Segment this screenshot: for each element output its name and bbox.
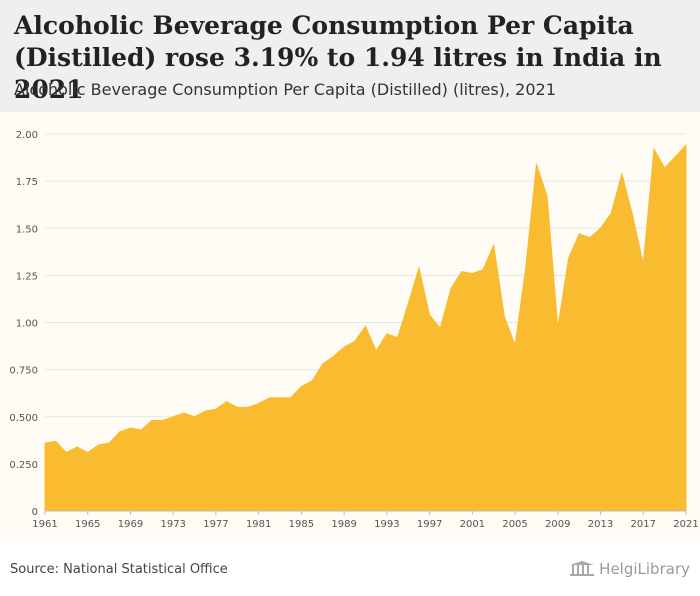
axis-layer: 0 0.250 0.500 0.750 1.00 1.25 1.50 1.75 2.00 1961… [9,130,698,530]
data-point [375,350,377,352]
data-point [664,167,666,169]
x-tick-label: 2009 [545,519,570,530]
area-chart: 0 0.250 0.500 0.750 1.00 1.25 1.50 1.75 2.00 1961… [9,130,698,530]
x-tick-label: 2017 [631,519,656,530]
data-point [290,397,292,399]
data-point [642,263,644,265]
data-point [268,397,270,399]
data-point [97,444,99,446]
data-point [76,446,78,448]
y-tick-label: 0.750 [9,366,38,377]
data-point [332,355,334,357]
data-point [632,214,634,216]
data-point [215,408,217,410]
data-point [300,386,302,388]
data-point [685,144,687,146]
x-tick-label: 1985 [289,519,314,530]
data-point [589,237,591,239]
data-point [493,244,495,246]
library-columns-icon [570,561,595,576]
source-note: Source: National Statistical Office [10,562,228,577]
data-point [674,156,676,158]
page-title: Alcoholic Beverage Consumption Per Capit… [14,11,662,104]
x-tick-label: 2021 [673,519,698,530]
data-point [557,327,559,329]
data-point [204,410,206,412]
data-point [418,267,420,269]
y-tick-label: 0.500 [9,413,38,424]
data-point [183,412,185,414]
data-point [461,271,463,273]
y-tick-label: 1.00 [16,319,38,330]
data-point [343,346,345,348]
x-tick-label: 2013 [588,519,613,530]
data-point [471,272,473,274]
series-area [44,144,687,512]
data-point [546,195,548,197]
data-point [397,337,399,339]
data-point [162,420,164,422]
y-tick-label: 1.25 [16,271,38,282]
data-point [653,148,655,150]
x-tick-label: 1977 [203,519,228,530]
data-point [525,267,527,269]
x-tick-label: 1993 [374,519,399,530]
data-point [354,340,356,342]
data-point [55,440,57,442]
data-point [600,227,602,229]
x-tick-label: 1961 [32,519,57,530]
data-point [194,416,196,418]
data-point [514,344,516,346]
data-point [236,406,238,408]
data-point [108,442,110,444]
data-point [129,427,131,429]
data-point [247,406,249,408]
y-tick-label: 0 [32,507,38,518]
y-tick-label: 1.50 [16,224,38,235]
data-point [578,233,580,235]
data-point [322,363,324,365]
data-point [151,420,153,422]
x-tick-label: 1989 [331,519,356,530]
helgi-library-logo: HelgiLibrary [569,560,690,578]
data-point [503,316,505,318]
area-layer [44,144,687,512]
data-point [482,269,484,271]
data-point [610,212,612,214]
x-tick-label: 1973 [160,519,185,530]
data-point [429,314,431,316]
x-tick-label: 1969 [118,519,143,530]
data-point [279,397,281,399]
data-point [140,429,142,431]
logo-text: HelgiLibrary [599,560,690,578]
data-point [226,401,228,403]
y-tick-label: 2.00 [16,130,38,141]
data-point [87,452,89,454]
data-point [365,325,366,327]
data-point [258,403,260,405]
data-point [535,163,537,165]
header-band: Alcoholic Beverage Consumption Per Capit… [0,0,700,112]
data-point [439,327,441,329]
data-point [311,380,313,382]
y-tick-label: 1.75 [16,177,38,188]
x-tick-label: 1997 [417,519,442,530]
data-point [450,288,452,290]
x-tick-label: 1981 [246,519,271,530]
data-point [621,173,623,175]
data-point [65,452,67,454]
x-tick-label: 1965 [75,519,100,530]
data-point [44,442,46,444]
chart-subtitle: Alcoholic Beverage Consumption Per Capit… [14,80,556,99]
x-tick-label: 2001 [460,519,485,530]
data-point [567,257,569,259]
x-tick-label: 2005 [502,519,527,530]
y-tick-label: 0.250 [9,460,38,471]
data-point [172,416,174,418]
data-point [386,333,388,335]
data-point [119,431,121,433]
data-point [407,303,409,305]
